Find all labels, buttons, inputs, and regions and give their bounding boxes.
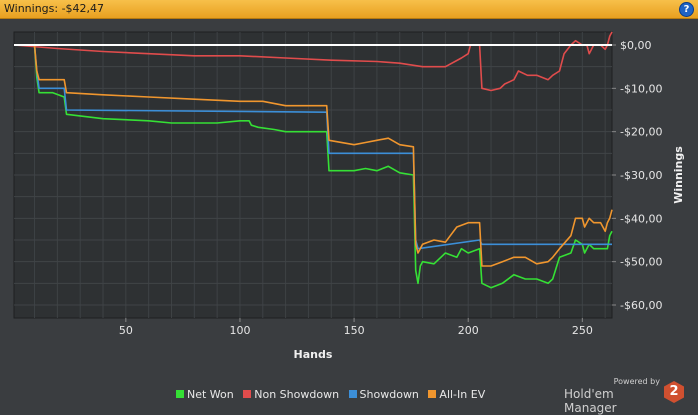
- help-icon[interactable]: ?: [679, 2, 694, 17]
- legend-item-net-won[interactable]: Net Won: [176, 388, 234, 401]
- y-tick-label: $0,00: [620, 39, 652, 52]
- legend-swatch-all-in-ev: [428, 390, 437, 398]
- x-tick-label: 200: [458, 324, 479, 337]
- legend-swatch-non-showdown: [243, 390, 252, 398]
- legend-label-net-won: Net Won: [187, 388, 234, 401]
- legend-item-all-in-ev[interactable]: All-In EV: [428, 388, 485, 401]
- title-bar: Winnings: -$42,47 ?: [0, 0, 698, 19]
- legend-item-non-showdown[interactable]: Non Showdown: [243, 388, 339, 401]
- brand-logo: Powered by Hold'em Manager 2: [564, 377, 684, 415]
- y-tick-label: -$10,00: [620, 82, 662, 95]
- x-tick-label: 150: [344, 324, 365, 337]
- x-axis-title: Hands: [294, 348, 333, 361]
- x-tick-label: 100: [229, 324, 250, 337]
- y-axis-title: Winnings: [672, 146, 685, 204]
- powered-by-text: Powered by: [613, 377, 660, 386]
- legend-label-showdown: Showdown: [359, 388, 419, 401]
- y-tick-label: -$50,00: [620, 256, 662, 269]
- y-tick-label: -$30,00: [620, 169, 662, 182]
- chart-legend: Net Won Non Showdown Showdown All-In EV: [176, 388, 491, 401]
- series-line-non-showdown: [13, 31, 613, 92]
- legend-label-non-showdown: Non Showdown: [254, 388, 340, 401]
- y-tick-label: -$20,00: [620, 126, 662, 139]
- hm2-logo-icon: 2: [664, 381, 684, 403]
- legend-swatch-showdown: [348, 390, 357, 398]
- y-tick-label: -$60,00: [620, 299, 662, 312]
- series-line-all-in-ev: [14, 44, 613, 267]
- x-tick-label: 250: [572, 324, 593, 337]
- legend-label-all-in-ev: All-In EV: [439, 388, 486, 401]
- y-tick-label: -$40,00: [620, 212, 662, 225]
- legend-swatch-net-won: [176, 390, 184, 398]
- window-title: Winnings: -$42,47: [4, 2, 105, 15]
- legend-item-showdown[interactable]: Showdown: [348, 388, 419, 401]
- x-tick-label: 50: [119, 324, 133, 337]
- brand-name: Hold'em Manager: [564, 387, 617, 415]
